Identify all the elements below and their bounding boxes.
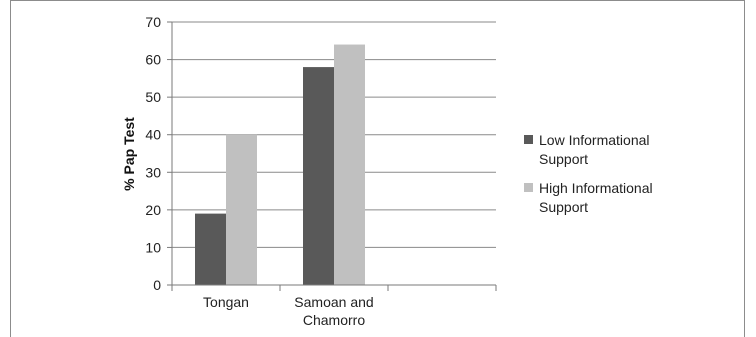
axes	[167, 21, 497, 291]
legend-label: Low Informational Support	[539, 132, 650, 167]
y-tick-labels: 0 10 20 30 40 50 60 70	[145, 14, 161, 293]
x-tick-label: Tongan	[203, 294, 249, 310]
bar	[226, 134, 257, 285]
y-axis-label: % Pap Test	[121, 117, 137, 191]
bars	[195, 44, 365, 285]
y-tick-label: 30	[145, 164, 161, 180]
y-tick-label: 40	[145, 127, 161, 143]
frame-right-edge	[744, 0, 745, 337]
bar	[334, 44, 365, 285]
legend-swatch	[524, 183, 533, 192]
y-tick-label: 10	[145, 239, 161, 255]
y-tick-label: 0	[153, 277, 161, 293]
bar	[303, 67, 334, 285]
frame-top-edge	[10, 0, 745, 1]
legend-swatch	[524, 135, 533, 144]
legend-label: High Informational Support	[539, 180, 653, 215]
bar	[195, 213, 226, 285]
frame-left-edge	[10, 0, 11, 337]
y-tick-label: 60	[145, 52, 161, 68]
y-tick-label: 70	[145, 14, 161, 30]
legend: Low Informational Support High Information…	[524, 132, 653, 215]
x-tick-label: Samoan and Chamorro	[294, 294, 373, 328]
x-tick-labels: Tongan Samoan and Chamorro	[203, 294, 374, 328]
y-tick-label: 20	[145, 202, 161, 218]
y-tick-label: 50	[145, 89, 161, 105]
